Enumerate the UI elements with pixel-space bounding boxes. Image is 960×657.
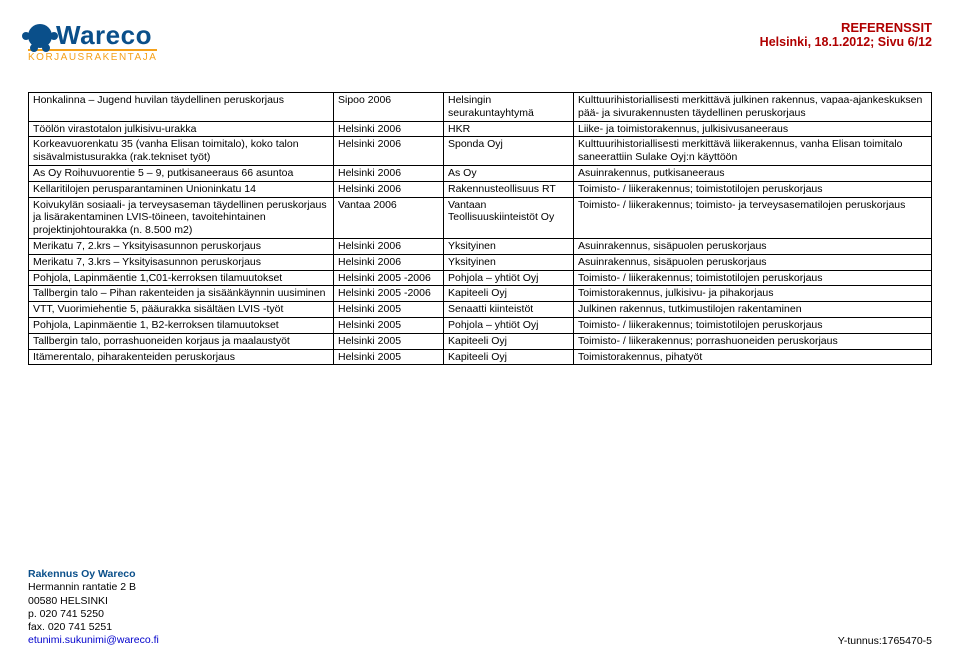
table-cell: Kapiteeli Oyj (444, 286, 574, 302)
table-cell: Senaatti kiinteistöt (444, 302, 574, 318)
table-cell: Kulttuurihistoriallisesti merkittävä lii… (574, 137, 932, 166)
footer-left: Rakennus Oy Wareco Hermannin rantatie 2 … (28, 568, 159, 647)
table-row: Pohjola, Lapinmäentie 1,C01-kerroksen ti… (29, 270, 932, 286)
footer-phone: p. 020 741 5250 (28, 608, 159, 621)
table-cell: Rakennusteollisuus RT (444, 181, 574, 197)
table-cell: Yksityinen (444, 238, 574, 254)
table-cell: Helsinki 2005 (334, 333, 444, 349)
page: Wareco KORJAUSRAKENTAJA REFERENSSIT Hels… (0, 0, 960, 657)
table-cell: Töölön virastotalon julkisivu-urakka (29, 121, 334, 137)
table-cell: Toimistorakennus, pihatyöt (574, 349, 932, 365)
table-cell: Sponda Oyj (444, 137, 574, 166)
table-row: Töölön virastotalon julkisivu-urakkaHels… (29, 121, 932, 137)
table-cell: Helsinki 2005 -2006 (334, 270, 444, 286)
footer-addr2: 00580 HELSINKI (28, 595, 159, 608)
table-cell: Merikatu 7, 2.krs – Yksityisasunnon peru… (29, 238, 334, 254)
table-cell: Helsinki 2006 (334, 254, 444, 270)
table-row: Tallbergin talo – Pihan rakenteiden ja s… (29, 286, 932, 302)
footer-fax: fax. 020 741 5251 (28, 621, 159, 634)
table-cell: Helsinki 2006 (334, 121, 444, 137)
table-cell: Toimisto- / liikerakennus; toimistotiloj… (574, 181, 932, 197)
table-cell: As Oy Roihuvuorentie 5 – 9, putkisaneera… (29, 165, 334, 181)
table-row: Itämerentalo, piharakenteiden peruskorja… (29, 349, 932, 365)
table-cell: Helsinki 2005 (334, 302, 444, 318)
page-subtitle: Helsinki, 18.1.2012; Sivu 6/12 (760, 35, 932, 49)
table-row: Korkeavuorenkatu 35 (vanha Elisan toimit… (29, 137, 932, 166)
table-cell: Helsinki 2006 (334, 181, 444, 197)
table-cell: Korkeavuorenkatu 35 (vanha Elisan toimit… (29, 137, 334, 166)
table-cell: As Oy (444, 165, 574, 181)
table-row: As Oy Roihuvuorentie 5 – 9, putkisaneera… (29, 165, 932, 181)
table-cell: Helsingin seurakuntayhtymä (444, 93, 574, 122)
reference-tbody: Honkalinna – Jugend huvilan täydellinen … (29, 93, 932, 365)
page-footer: Rakennus Oy Wareco Hermannin rantatie 2 … (28, 568, 932, 647)
table-cell: Kapiteeli Oyj (444, 349, 574, 365)
table-cell: Liike- ja toimistorakennus, julkisivusan… (574, 121, 932, 137)
table-cell: Helsinki 2006 (334, 238, 444, 254)
footer-addr1: Hermannin rantatie 2 B (28, 581, 159, 594)
header-right: REFERENSSIT Helsinki, 18.1.2012; Sivu 6/… (760, 20, 932, 49)
table-cell: Pohjola, Lapinmäentie 1, B2-kerroksen ti… (29, 317, 334, 333)
table-row: Kellaritilojen perusparantaminen Unionin… (29, 181, 932, 197)
table-cell: Asuinrakennus, sisäpuolen peruskorjaus (574, 254, 932, 270)
table-cell: Asuinrakennus, putkisaneeraus (574, 165, 932, 181)
reference-table: Honkalinna – Jugend huvilan täydellinen … (28, 92, 932, 365)
logo-text: Wareco (56, 20, 152, 51)
logo-icon (28, 24, 52, 48)
table-cell: Kellaritilojen perusparantaminen Unionin… (29, 181, 334, 197)
table-cell: Julkinen rakennus, tutkimustilojen raken… (574, 302, 932, 318)
table-cell: Tallbergin talo, porrashuoneiden korjaus… (29, 333, 334, 349)
table-cell: Vantaa 2006 (334, 197, 444, 238)
table-cell: Merikatu 7, 3.krs – Yksityisasunnon peru… (29, 254, 334, 270)
table-cell: Toimisto- / liikerakennus; toimisto- ja … (574, 197, 932, 238)
table-cell: Toimisto- / liikerakennus; toimistotiloj… (574, 317, 932, 333)
table-cell: Toimisto- / liikerakennus; porrashuoneid… (574, 333, 932, 349)
table-cell: Tallbergin talo – Pihan rakenteiden ja s… (29, 286, 334, 302)
table-cell: Helsinki 2005 -2006 (334, 286, 444, 302)
footer-company: Rakennus Oy Wareco (28, 568, 159, 581)
table-cell: Helsinki 2005 (334, 349, 444, 365)
table-cell: Yksityinen (444, 254, 574, 270)
table-cell: Helsinki 2006 (334, 137, 444, 166)
table-row: VTT, Vuorimiehentie 5, pääurakka sisältä… (29, 302, 932, 318)
footer-email: etunimi.sukunimi@wareco.fi (28, 634, 159, 647)
table-cell: VTT, Vuorimiehentie 5, pääurakka sisältä… (29, 302, 334, 318)
table-row: Merikatu 7, 2.krs – Yksityisasunnon peru… (29, 238, 932, 254)
table-cell: Vantaan Teollisuuskiinteistöt Oy (444, 197, 574, 238)
logo-block: Wareco KORJAUSRAKENTAJA (28, 20, 157, 63)
page-header: Wareco KORJAUSRAKENTAJA REFERENSSIT Hels… (28, 20, 932, 88)
table-cell: Itämerentalo, piharakenteiden peruskorja… (29, 349, 334, 365)
table-cell: Pohjola – yhtiöt Oyj (444, 317, 574, 333)
table-row: Koivukylän sosiaali- ja terveysaseman tä… (29, 197, 932, 238)
page-title: REFERENSSIT (760, 20, 932, 35)
table-cell: HKR (444, 121, 574, 137)
table-row: Pohjola, Lapinmäentie 1, B2-kerroksen ti… (29, 317, 932, 333)
table-row: Merikatu 7, 3.krs – Yksityisasunnon peru… (29, 254, 932, 270)
table-cell: Kulttuurihistoriallisesti merkittävä jul… (574, 93, 932, 122)
table-cell: Koivukylän sosiaali- ja terveysaseman tä… (29, 197, 334, 238)
table-cell: Honkalinna – Jugend huvilan täydellinen … (29, 93, 334, 122)
table-row: Honkalinna – Jugend huvilan täydellinen … (29, 93, 932, 122)
table-cell: Toimisto- / liikerakennus; toimistotiloj… (574, 270, 932, 286)
table-cell: Helsinki 2006 (334, 165, 444, 181)
table-cell: Pohjola – yhtiöt Oyj (444, 270, 574, 286)
table-cell: Sipoo 2006 (334, 93, 444, 122)
table-cell: Helsinki 2005 (334, 317, 444, 333)
table-row: Tallbergin talo, porrashuoneiden korjaus… (29, 333, 932, 349)
table-cell: Kapiteeli Oyj (444, 333, 574, 349)
table-cell: Asuinrakennus, sisäpuolen peruskorjaus (574, 238, 932, 254)
footer-ytunnus: Y-tunnus:1765470-5 (838, 635, 932, 647)
table-cell: Pohjola, Lapinmäentie 1,C01-kerroksen ti… (29, 270, 334, 286)
table-cell: Toimistorakennus, julkisivu- ja pihakorj… (574, 286, 932, 302)
